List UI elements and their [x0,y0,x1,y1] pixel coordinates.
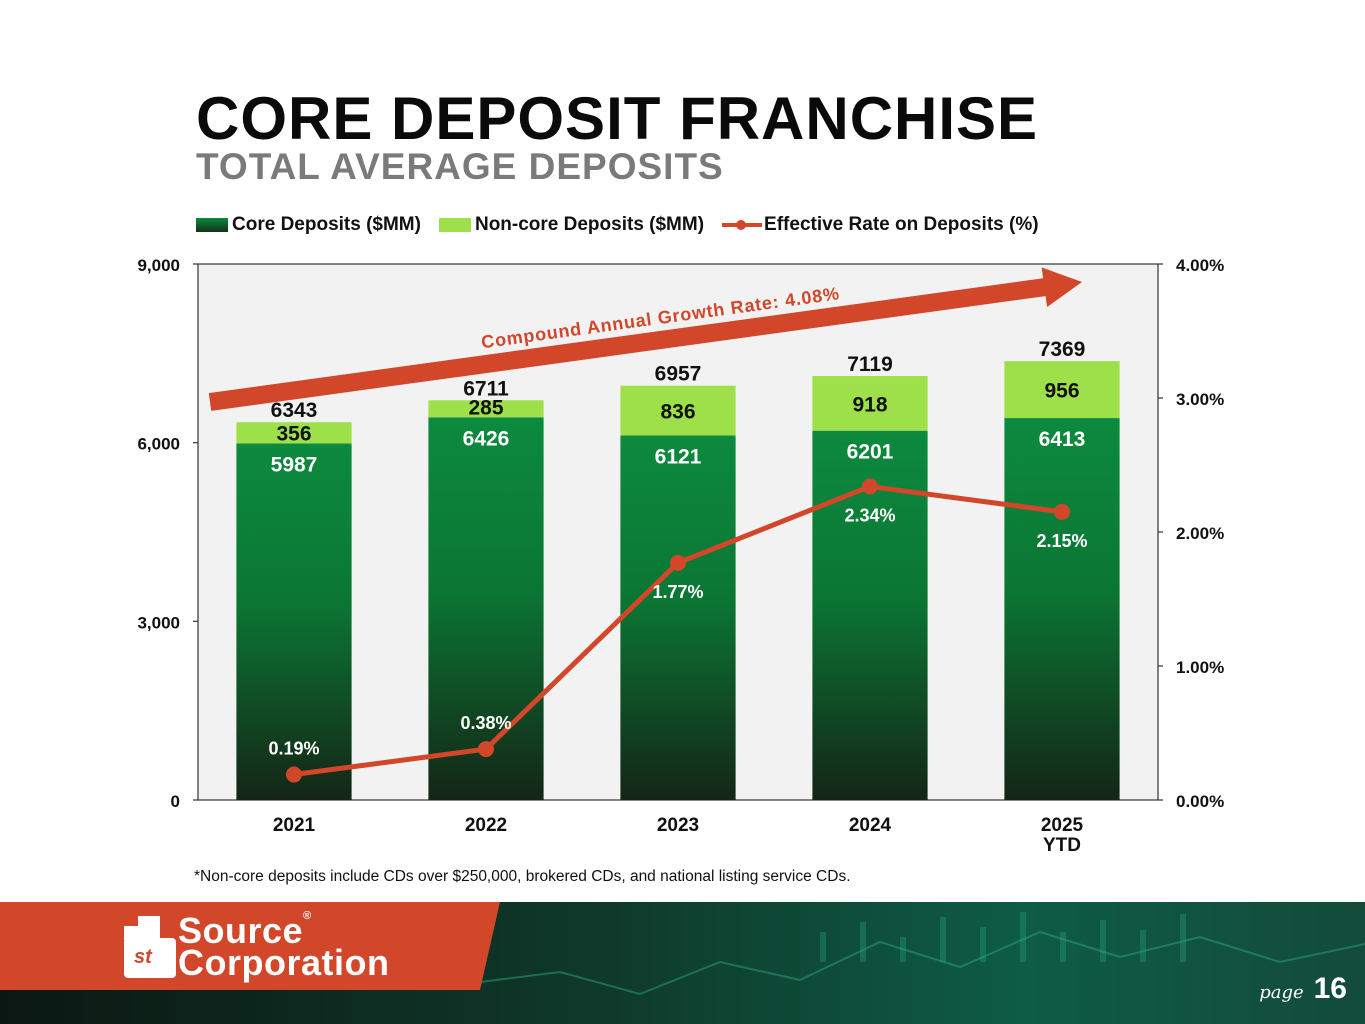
logo-1st-mark: st [124,916,176,978]
rate-label: 1.77% [652,582,703,602]
y-tick-label: 6,000 [137,435,180,454]
legend-swatch-noncore [438,218,471,232]
legend-swatch-rate [722,218,763,232]
market-chart-graphic [479,912,1365,996]
x-tick-label: 2024 [849,815,892,836]
bar-noncore [812,376,928,431]
rate-point [862,478,878,495]
bar-total-label: 7369 [1039,338,1086,361]
bar-core [1004,418,1120,800]
logo-registered-mark: ® [303,910,312,922]
bar-noncore-label: 285 [468,396,503,419]
bar-noncore [620,385,736,436]
bar-total-label: 6343 [271,399,318,422]
y-tick-label: 0 [171,792,180,811]
page-number-value: 16 [1313,972,1347,1005]
y2-tick-label: 0.00% [1176,792,1224,811]
legend-swatch-core [196,218,228,232]
bar-noncore [236,422,352,444]
bar-core [428,417,544,800]
bar-core [620,435,736,800]
bar-total-label: 6711 [463,377,509,400]
page-label: page [1259,982,1304,1003]
bar-noncore-label: 956 [1044,380,1079,403]
y-tick-label: 9,000 [137,256,180,275]
y2-tick-label: 3.00% [1176,390,1224,409]
legend-label-noncore: Non-core Deposits ($MM) [474,214,705,235]
bar-noncore [1004,361,1120,419]
footnote: *Non-core deposits include CDs over $250… [194,868,851,885]
legend-item-noncore: Non-core Deposits ($MM) [438,214,705,236]
brand-panel: st Source® Corporation [0,902,500,990]
rate-label: 2.15% [1036,531,1087,551]
growth-arrow-shape [208,267,1082,411]
x-tick-label: 2021 [273,815,316,836]
footer-banner: st Source® Corporation page 16 [0,902,1365,1024]
bar-noncore-label: 918 [852,393,887,416]
y2-tick-label: 2.00% [1176,524,1224,543]
y2-tick-label: 4.00% [1176,256,1224,275]
logo-text-source: Source [178,910,304,951]
bar-total-label: 7119 [847,353,893,376]
bar-core-label: 6121 [655,445,702,468]
page-number: page 16 [1259,972,1347,1006]
rate-label: 0.38% [460,713,511,733]
y-tick-label: 3,000 [137,613,180,632]
rate-label: 0.19% [268,739,319,759]
bar-total-label: 6957 [655,363,702,386]
bar-core-label: 5987 [271,453,318,476]
rate-point [1054,503,1070,520]
page-title: CORE DEPOSIT FRANCHISE [196,85,1039,152]
rate-point [670,554,686,571]
bar-noncore-label: 836 [660,401,695,424]
bar-noncore-label: 356 [276,422,311,445]
bar-core-label: 6201 [847,441,894,464]
x-tick-label: 2022 [465,815,507,836]
deposits-chart: 0 3,000 6,000 9,000 0.00% 1.00% 2.00% 3.00% 4.00… [137,256,1224,856]
rate-point [286,766,302,783]
x-tick-label: 2023 [657,815,699,836]
bar-core [236,443,352,800]
logo-text-corporation: Corporation [178,942,390,983]
bar-core-label: 6426 [463,427,510,450]
legend-item-core: Core Deposits ($MM) [196,214,421,236]
x-tick-label: 2025 [1041,815,1084,836]
rate-label: 2.34% [844,505,895,525]
legend-label-rate: Effective Rate on Deposits (%) [764,214,1039,235]
rate-point [478,741,494,758]
page-subtitle: TOTAL AVERAGE DEPOSITS [196,146,724,187]
logo-st: st [134,946,152,968]
x-tick-label: YTD [1043,835,1081,856]
y2-tick-label: 1.00% [1176,658,1224,677]
legend-label-core: Core Deposits ($MM) [232,214,421,235]
chart-legend: Core Deposits ($MM) Non-core Deposits ($… [196,212,1057,238]
bar-core-label: 6413 [1039,428,1086,451]
company-logo: st Source® Corporation [124,910,454,983]
legend-item-rate: Effective Rate on Deposits (%) [722,214,1039,236]
bar-noncore [428,400,544,418]
